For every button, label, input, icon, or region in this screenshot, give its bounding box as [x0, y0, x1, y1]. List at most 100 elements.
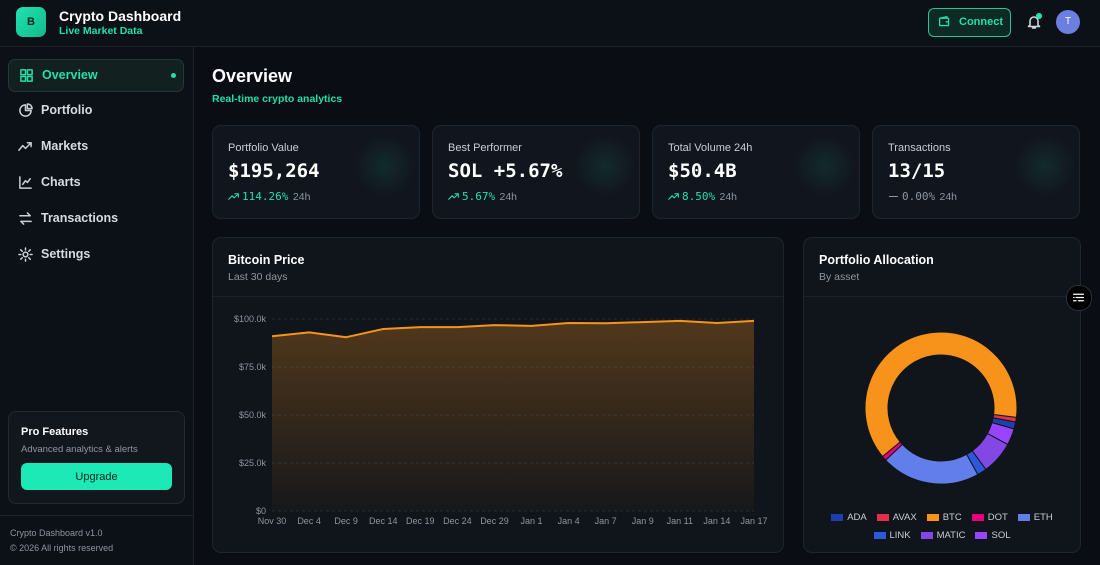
- legend-swatch: [873, 531, 886, 539]
- upgrade-button[interactable]: Upgrade: [21, 463, 172, 490]
- header-bar: [0, 0, 1100, 47]
- trend-icon: [668, 193, 679, 200]
- app-subtitle: Live Market Data: [59, 25, 143, 37]
- stat-card: Total Volume 24h $50.4B 8.50% 24h: [652, 125, 860, 219]
- legend-item: AVAX: [876, 511, 917, 523]
- sidebar-divider: [0, 515, 193, 516]
- nav-item[interactable]: Markets: [8, 131, 182, 162]
- nav-item[interactable]: Settings: [8, 239, 182, 270]
- nav-label[interactable]: Overview: [42, 68, 98, 82]
- card-label: Portfolio Value: [228, 142, 299, 154]
- nav-label[interactable]: Settings: [41, 247, 91, 261]
- filter-icon-shape: [1072, 293, 1085, 302]
- avatar[interactable]: T: [1056, 10, 1080, 34]
- legend-item: ETH: [1017, 511, 1053, 523]
- filter-button[interactable]: [1066, 285, 1092, 311]
- nav-icon: [19, 103, 33, 117]
- card-change: 5.67%: [462, 190, 496, 203]
- card-label: Total Volume 24h: [668, 142, 753, 154]
- bell-dot: [1036, 13, 1042, 19]
- nav-label[interactable]: Portfolio: [41, 103, 93, 117]
- card-glow: [1013, 134, 1077, 198]
- legend-swatch: [831, 513, 844, 521]
- legend-label: AVAX: [892, 511, 917, 523]
- pro-title: Pro Features: [21, 426, 89, 438]
- legend-swatch: [971, 513, 984, 521]
- card-period: 24h: [719, 191, 738, 203]
- pro-box: Pro Features Advanced analytics & alerts U…: [8, 411, 185, 504]
- card-value: SOL +5.67%: [448, 160, 563, 182]
- card-value: $50.4B: [668, 160, 737, 182]
- card-change: 8.50%: [682, 190, 716, 203]
- card-glow: [573, 134, 637, 198]
- chart-divider: [804, 296, 1080, 297]
- nav-icon: [20, 69, 33, 82]
- nav-icon: [19, 212, 32, 225]
- trend-icon-shape: [668, 193, 679, 200]
- nav-icon: [18, 142, 32, 151]
- legend-label: SOL: [991, 529, 1011, 541]
- logo: B: [16, 7, 46, 37]
- chart-title: Bitcoin Price: [228, 253, 305, 267]
- legend-label: ADA: [847, 511, 867, 523]
- nav-item[interactable]: Portfolio: [8, 95, 182, 126]
- legend-item: ADA: [831, 511, 867, 523]
- nav-item[interactable]: Overview: [8, 59, 184, 92]
- trend-icon: [448, 193, 459, 200]
- nav-icon-shape: [20, 69, 33, 82]
- nav-item[interactable]: Charts: [8, 167, 182, 198]
- chart-card: Portfolio Allocation By asset ADA AVAX BTC DO…: [803, 237, 1081, 553]
- upgrade-label[interactable]: Upgrade: [75, 471, 118, 483]
- legend-label: ETH: [1033, 511, 1053, 523]
- legend: ADA AVAX BTC DOT ETH LINK MATIC SOL: [814, 511, 1070, 547]
- filter-icon: [1072, 293, 1085, 302]
- card-change: 0.00%: [902, 190, 936, 203]
- nav-icon-shape: [19, 212, 32, 225]
- legend-item: SOL: [975, 529, 1011, 541]
- legend-label: LINK: [889, 529, 911, 541]
- chart-divider: [213, 296, 783, 297]
- legend-swatch: [920, 531, 933, 539]
- chart-title: Portfolio Allocation: [819, 253, 934, 267]
- wallet-icon: [938, 15, 950, 27]
- legend-item: LINK: [873, 529, 911, 541]
- legend-item: MATIC: [920, 529, 966, 541]
- card-period: 24h: [292, 191, 311, 203]
- connect-label[interactable]: Connect: [959, 16, 1003, 28]
- legend-item: DOT: [971, 511, 1008, 523]
- stat-card: Portfolio Value $195,264 114.26% 24h: [212, 125, 420, 219]
- legend-swatch: [975, 531, 988, 539]
- nav-label[interactable]: Transactions: [41, 211, 119, 225]
- nav-icon: [18, 247, 33, 262]
- footer-version: Crypto Dashboard v1.0: [10, 528, 103, 538]
- legend-swatch: [876, 513, 889, 521]
- nav-icon-shape: [19, 103, 33, 117]
- legend-label: MATIC: [936, 529, 966, 541]
- trend-icon: [228, 193, 239, 200]
- nav-label[interactable]: Charts: [41, 175, 81, 189]
- footer-copyright: © 2026 All rights reserved: [10, 543, 114, 553]
- page-subtitle: Real-time crypto analytics: [212, 93, 343, 105]
- card-label: Best Performer: [448, 142, 522, 154]
- trend-icon-shape: [228, 193, 239, 200]
- card-value: 13/15: [888, 160, 946, 182]
- nav-icon-shape: [18, 142, 32, 151]
- pro-text: Advanced analytics & alerts: [21, 444, 138, 455]
- wallet-icon-shape: [938, 15, 950, 27]
- nav-icon: [19, 176, 32, 189]
- stat-card: Best Performer SOL +5.67% 5.67% 24h: [432, 125, 640, 219]
- legend-swatch: [1017, 513, 1030, 521]
- connect-button[interactable]: Connect: [928, 8, 1011, 37]
- legend-label: BTC: [942, 511, 962, 523]
- legend-item: BTC: [926, 511, 962, 523]
- nav-item[interactable]: Transactions: [8, 203, 182, 234]
- nav-label[interactable]: Markets: [41, 139, 89, 153]
- app-title: Crypto Dashboard: [59, 8, 182, 24]
- card-change: 114.26%: [242, 190, 289, 203]
- nav-icon-shape: [19, 176, 32, 189]
- legend-label: DOT: [987, 511, 1008, 523]
- card-glow: [793, 134, 857, 198]
